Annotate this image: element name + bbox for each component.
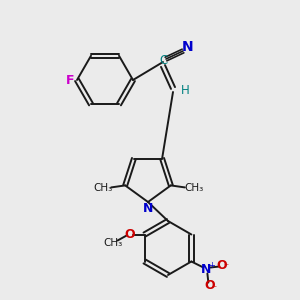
Text: F: F [66, 74, 74, 86]
Text: ⁻: ⁻ [224, 262, 229, 272]
Text: C: C [159, 55, 167, 68]
Text: CH₃: CH₃ [103, 238, 122, 248]
Text: N: N [201, 263, 212, 276]
Text: CH₃: CH₃ [184, 183, 203, 194]
Text: N: N [143, 202, 153, 214]
Text: O: O [216, 259, 227, 272]
Text: ⁻: ⁻ [212, 284, 217, 295]
Text: H: H [181, 83, 189, 97]
Text: CH₃: CH₃ [94, 183, 113, 194]
Text: O: O [204, 279, 215, 292]
Text: O: O [124, 228, 135, 241]
Text: N: N [182, 40, 194, 54]
Text: +: + [208, 261, 215, 270]
